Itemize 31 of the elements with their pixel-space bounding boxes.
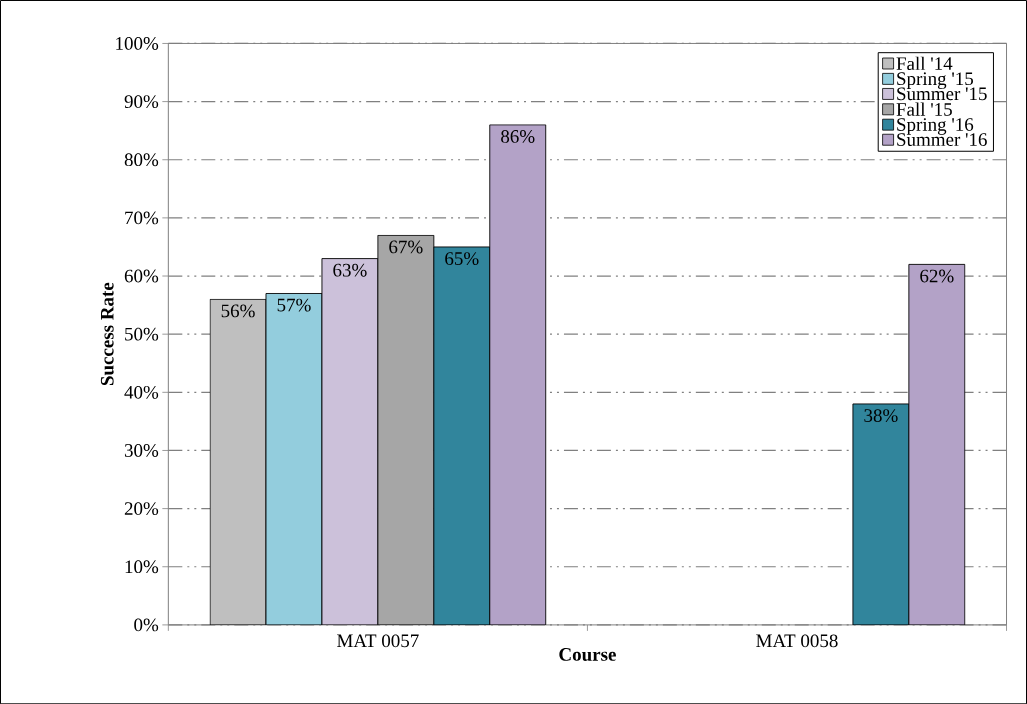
data-label: 62% <box>920 269 954 283</box>
data-label: 67% <box>389 240 423 254</box>
legend-label: Summer '16 <box>897 133 987 146</box>
y-tick-label: 40% <box>124 385 159 399</box>
legend-label: Fall '15 <box>896 102 952 116</box>
x-tick-label: MAT 0058 <box>756 634 838 648</box>
y-tick-label: 50% <box>125 327 159 341</box>
y-tick-label: 10% <box>125 560 159 574</box>
bar <box>489 124 547 625</box>
data-label: 65% <box>445 252 479 265</box>
data-label: 56% <box>221 304 255 318</box>
y-tick-label: 20% <box>124 502 159 515</box>
y-tick-label: 90% <box>124 95 159 108</box>
x-tick-label: MAT 0057 <box>337 634 419 648</box>
data-label: 86% <box>501 129 535 143</box>
y-tick-label: 70% <box>125 211 159 225</box>
y-axis-title: Success Rate <box>100 282 114 385</box>
y-tick-label: 80% <box>124 153 159 167</box>
legend-label: Summer '15 <box>897 87 987 100</box>
data-label: 38% <box>864 408 898 422</box>
bar <box>908 263 966 625</box>
y-tick-label: 0% <box>134 618 159 632</box>
y-tick-label: 100% <box>116 36 159 50</box>
y-tick-label: 60% <box>124 269 159 283</box>
y-tick-label: 30% <box>124 443 159 457</box>
data-label: 63% <box>333 263 367 277</box>
bar <box>852 403 910 625</box>
legend-label: Fall '14 <box>896 56 953 70</box>
x-axis-title: Course <box>559 647 616 661</box>
data-label: 57% <box>277 298 311 312</box>
bar <box>433 246 491 625</box>
